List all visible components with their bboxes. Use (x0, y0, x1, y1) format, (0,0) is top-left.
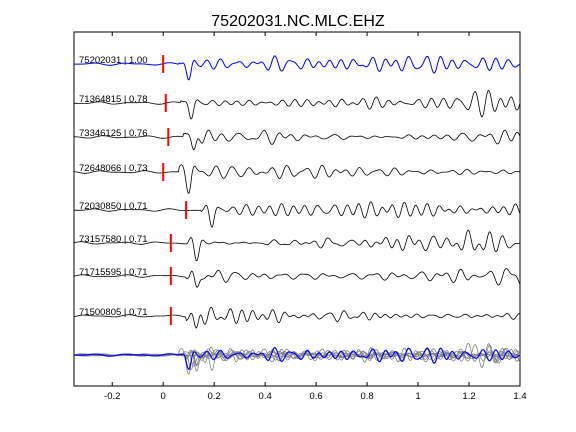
trace-line (73, 229, 521, 261)
trace-label-group: 75202031 | 1.00 71364815 | 0.78 73346125 |… (79, 55, 148, 318)
trace-line (74, 89, 521, 120)
x-tick-label: 1 (415, 391, 420, 402)
trace-label: 72648066 | 0.73 (79, 163, 148, 174)
plot-area (73, 31, 521, 387)
x-axis: -0.2 0 0.2 0.4 0.6 0.8 1 1.2 1.4 (104, 32, 527, 402)
trace-label: 71364815 | 0.78 (79, 94, 148, 105)
trace-line (73, 268, 521, 289)
trace-line (73, 306, 520, 329)
trace-label: 71715595 | 0.71 (79, 267, 148, 278)
trace-line (73, 164, 521, 194)
x-tick-label: 0.8 (360, 391, 373, 402)
x-tick-label: 0 (161, 391, 166, 402)
trace-label: 73157580 | 0.71 (79, 234, 148, 245)
trace-line (74, 129, 521, 151)
trace-group (73, 55, 521, 329)
stack-group (73, 342, 521, 375)
x-tick-label: 0.2 (208, 391, 221, 402)
chart-title: 75202031.NC.MLC.EHZ (211, 13, 385, 30)
x-tick-label: 0.4 (259, 391, 272, 402)
x-tick-label: 1.4 (513, 391, 526, 402)
trace-label: 73346125 | 0.76 (79, 128, 148, 139)
trace-label: 72030850 | 0.71 (79, 201, 148, 212)
stack-reference-trace (74, 346, 521, 370)
x-tick-label: 1.2 (462, 391, 475, 402)
x-tick-label: 0.6 (310, 391, 323, 402)
trace-line (73, 55, 521, 81)
trace-line (74, 201, 521, 228)
pick-marker-group (162, 55, 188, 325)
stack-trace (73, 348, 521, 375)
trace-label: 71500805 | 0.71 (79, 307, 148, 318)
x-tick-label: -0.2 (104, 391, 120, 402)
trace-label: 75202031 | 1.00 (79, 55, 148, 66)
